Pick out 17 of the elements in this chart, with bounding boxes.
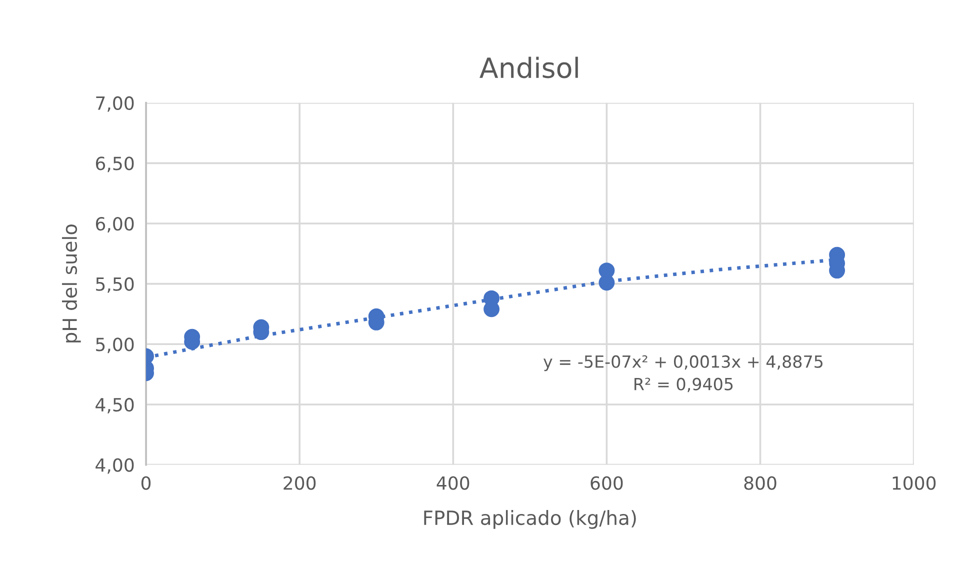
x-tick-label: 0 <box>141 476 151 490</box>
y-tick-label: 6,50 <box>96 156 134 172</box>
y-tick-label: 5,50 <box>96 277 134 293</box>
y-tick-label: 7,00 <box>96 96 134 112</box>
y-axis-title: pH del suelo <box>62 224 81 342</box>
x-tick-label: 400 <box>436 476 470 490</box>
y-tick-label: 6,00 <box>96 216 134 232</box>
x-axis-title: FPDR aplicado (kg/ha) <box>424 510 636 529</box>
x-tick-label: 800 <box>744 476 776 490</box>
y-tick-label: 4,50 <box>96 398 134 414</box>
x-tick-label: 600 <box>590 476 623 490</box>
y-tick-label: 4,00 <box>96 458 134 474</box>
x-tick-label: 200 <box>284 476 316 490</box>
annotation: y = -5E-07x² + 0,0013x + 4,8875 R² = 0,9405 <box>543 355 822 392</box>
y-tick-label: 5,00 <box>96 338 134 354</box>
x-tick-label: 1000 <box>892 476 936 490</box>
chart-title: Andisol <box>480 56 578 78</box>
